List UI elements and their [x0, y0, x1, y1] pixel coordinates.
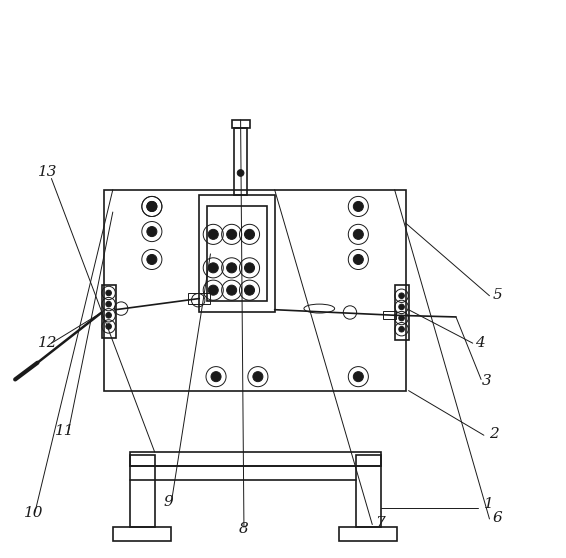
- Text: 2: 2: [490, 427, 499, 441]
- Circle shape: [353, 201, 363, 211]
- Circle shape: [208, 285, 218, 295]
- Text: 9: 9: [163, 495, 173, 509]
- Circle shape: [226, 263, 237, 273]
- Circle shape: [353, 229, 363, 239]
- Text: 5: 5: [492, 287, 502, 301]
- Text: 10: 10: [24, 506, 43, 520]
- Circle shape: [147, 201, 157, 211]
- Bar: [105, 190, 406, 391]
- Circle shape: [226, 229, 237, 239]
- Bar: [207, 206, 267, 301]
- Circle shape: [353, 254, 363, 264]
- Bar: [113, 527, 171, 541]
- Circle shape: [399, 304, 404, 310]
- Circle shape: [147, 254, 157, 264]
- Text: 1: 1: [484, 497, 494, 511]
- Bar: [339, 527, 397, 541]
- Circle shape: [106, 290, 112, 296]
- Circle shape: [211, 372, 221, 382]
- Circle shape: [147, 201, 157, 211]
- Bar: [102, 285, 115, 338]
- Text: 13: 13: [37, 165, 57, 179]
- Bar: [130, 452, 381, 466]
- Bar: [355, 455, 381, 527]
- Bar: [231, 120, 250, 128]
- Bar: [199, 195, 275, 312]
- Circle shape: [399, 293, 404, 299]
- Bar: [395, 285, 409, 340]
- Circle shape: [399, 315, 404, 321]
- Circle shape: [399, 326, 404, 332]
- Circle shape: [208, 229, 218, 239]
- Circle shape: [353, 372, 363, 382]
- Circle shape: [226, 285, 237, 295]
- Circle shape: [245, 263, 255, 273]
- Circle shape: [237, 170, 244, 176]
- Circle shape: [106, 324, 112, 329]
- Bar: [130, 455, 155, 527]
- Bar: [383, 311, 396, 319]
- Circle shape: [208, 263, 218, 273]
- Text: 6: 6: [492, 511, 502, 525]
- Text: 12: 12: [37, 336, 57, 350]
- Circle shape: [106, 301, 112, 307]
- Circle shape: [245, 285, 255, 295]
- Text: 11: 11: [55, 424, 75, 438]
- Circle shape: [253, 372, 263, 382]
- Circle shape: [106, 312, 112, 318]
- Circle shape: [147, 227, 157, 237]
- Text: 8: 8: [238, 522, 248, 536]
- Bar: [234, 128, 247, 195]
- Bar: [188, 293, 211, 304]
- Text: 7: 7: [375, 516, 385, 530]
- Circle shape: [245, 229, 255, 239]
- Text: 4: 4: [475, 336, 485, 350]
- Text: 3: 3: [482, 374, 492, 388]
